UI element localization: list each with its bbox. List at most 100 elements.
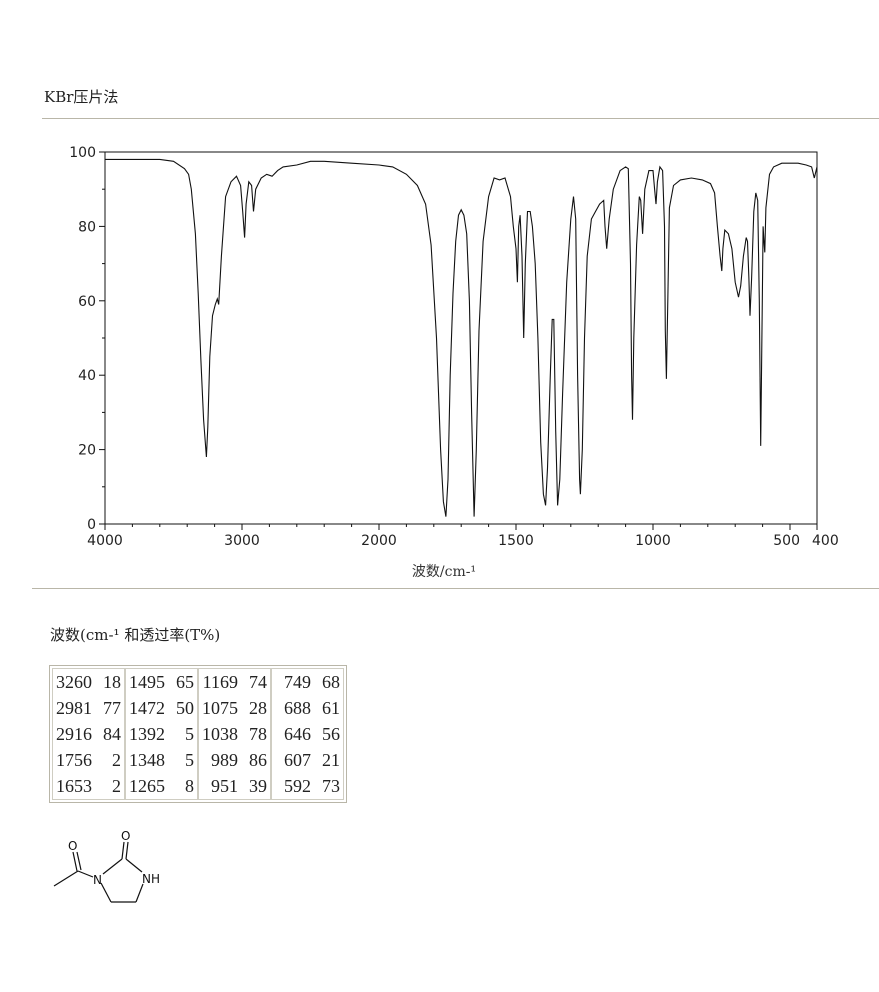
peak-entry: 1653 2 (56, 773, 121, 799)
x-tick-label: 500 (773, 533, 800, 549)
peak-wavenumber: 951 (211, 776, 238, 796)
x-tick-label: 1000 (635, 533, 671, 549)
peak-entry: 3260 18 (56, 669, 121, 695)
y-tick-label: 60 (78, 294, 96, 310)
peak-entry: 1348 5 (129, 747, 194, 773)
peak-transmittance: 5 (185, 750, 194, 770)
atom-label-n: N (93, 873, 102, 887)
bond-ring-c4-nh (135, 883, 144, 903)
x-tick-label: 400 (812, 533, 839, 549)
peak-wavenumber: 1495 (129, 672, 165, 692)
peak-column: 1495 65 1472 50 1392 5 1348 5 1265 8 (125, 668, 198, 800)
peak-wavenumber: 3260 (56, 672, 92, 692)
peak-entry: 1495 65 (129, 669, 194, 695)
peak-transmittance: 78 (249, 724, 267, 744)
bond-methyl (53, 870, 79, 887)
x-tick-label: 4000 (87, 533, 123, 549)
peak-transmittance: 2 (112, 750, 121, 770)
peak-wavenumber: 749 (284, 672, 311, 692)
peak-entry: 2916 84 (56, 721, 121, 747)
peak-transmittance: 39 (249, 776, 267, 796)
peak-transmittance: 5 (185, 724, 194, 744)
peak-wavenumber: 989 (211, 750, 238, 770)
peak-entry: 1038 78 (202, 721, 267, 747)
bond-urea-carbonyl-a (121, 841, 125, 860)
peak-wavenumber: 646 (284, 724, 311, 744)
peak-entry: 1169 74 (202, 669, 267, 695)
x-tick-label: 1500 (498, 533, 534, 549)
y-tick-label: 40 (78, 368, 96, 384)
bond-ring-c2-nh (125, 858, 143, 873)
peak-transmittance: 18 (103, 672, 121, 692)
peak-transmittance: 61 (322, 698, 340, 718)
bond-ring-n-c5 (100, 882, 112, 903)
peak-wavenumber: 2981 (56, 698, 92, 718)
chart-axes (104, 151, 818, 525)
peak-transmittance: 84 (103, 724, 121, 744)
x-tick-label: 3000 (224, 533, 260, 549)
peak-transmittance: 50 (176, 698, 194, 718)
peak-entry: 1756 2 (56, 747, 121, 773)
peak-transmittance: 8 (185, 776, 194, 796)
peak-transmittance: 56 (322, 724, 340, 744)
peak-wavenumber: 1169 (202, 672, 238, 692)
atom-label-o2: O (121, 829, 130, 843)
plot-frame (104, 151, 818, 525)
y-tick-label: 20 (78, 443, 96, 459)
peak-wavenumber: 688 (284, 698, 311, 718)
x-axis-label: 波数/cm-¹ (412, 564, 476, 580)
peak-transmittance: 74 (249, 672, 267, 692)
peak-column: 3260 18 2981 77 2916 84 1756 2 1653 2 (52, 668, 125, 800)
y-tick-label: 100 (69, 145, 96, 161)
peak-entry: 1472 50 (129, 695, 194, 721)
peak-transmittance: 77 (103, 698, 121, 718)
peak-wavenumber: 1472 (129, 698, 165, 718)
peak-entry: 2981 77 (56, 695, 121, 721)
bond-ring-n-c2 (102, 858, 123, 875)
peak-entry: 951 39 (202, 773, 267, 799)
peak-entry: 688 61 (275, 695, 340, 721)
peak-table: 3260 18 2981 77 2916 84 1756 2 1653 2 1495 65 1472 50… (49, 665, 347, 803)
peak-transmittance: 86 (249, 750, 267, 770)
peak-wavenumber: 1756 (56, 750, 92, 770)
middle-divider (32, 588, 879, 589)
peak-transmittance: 28 (249, 698, 267, 718)
peak-transmittance: 68 (322, 672, 340, 692)
peak-entry: 592 73 (275, 773, 340, 799)
peak-wavenumber: 592 (284, 776, 311, 796)
peak-wavenumber: 1392 (129, 724, 165, 744)
peak-transmittance: 73 (322, 776, 340, 796)
peak-transmittance: 65 (176, 672, 194, 692)
bond-acetyl-carbonyl-b (76, 851, 82, 871)
x-axis-ticks: 4000 3000 2000 1500 1000 500 400 (87, 524, 839, 549)
peak-wavenumber: 1653 (56, 776, 92, 796)
structure-diagram: O O N NH (53, 829, 160, 903)
atom-label-nh: NH (142, 872, 160, 886)
peak-wavenumber: 1038 (202, 724, 238, 744)
peak-entry: 989 86 (202, 747, 267, 773)
peak-table-caption: 波数(cm-¹ 和透过率(T%) (50, 626, 221, 644)
peak-entry: 1075 28 (202, 695, 267, 721)
peak-column: 1169 74 1075 28 1038 78 989 86 951 39 (198, 668, 271, 800)
peak-wavenumber: 607 (284, 750, 311, 770)
x-tick-label: 2000 (361, 533, 397, 549)
peak-transmittance: 2 (112, 776, 121, 796)
atom-label-o1: O (68, 839, 77, 853)
spectrum-trace (105, 158, 818, 517)
y-tick-label: 0 (87, 517, 96, 533)
bond-acetyl-n (77, 870, 94, 878)
y-axis-ticks: 0 20 40 60 80 100 (69, 145, 105, 533)
peak-wavenumber: 1265 (129, 776, 165, 796)
peak-entry: 749 68 (275, 669, 340, 695)
peak-wavenumber: 2916 (56, 724, 92, 744)
peak-column: 749 68 688 61 646 56 607 21 592 73 (271, 668, 344, 800)
peak-transmittance: 21 (322, 750, 340, 770)
peak-entry: 1265 8 (129, 773, 194, 799)
peak-entry: 607 21 (275, 747, 340, 773)
peak-entry: 646 56 (275, 721, 340, 747)
top-divider (42, 118, 879, 119)
peak-wavenumber: 1075 (202, 698, 238, 718)
bond-urea-carbonyl-b (125, 841, 129, 860)
peak-wavenumber: 1348 (129, 750, 165, 770)
